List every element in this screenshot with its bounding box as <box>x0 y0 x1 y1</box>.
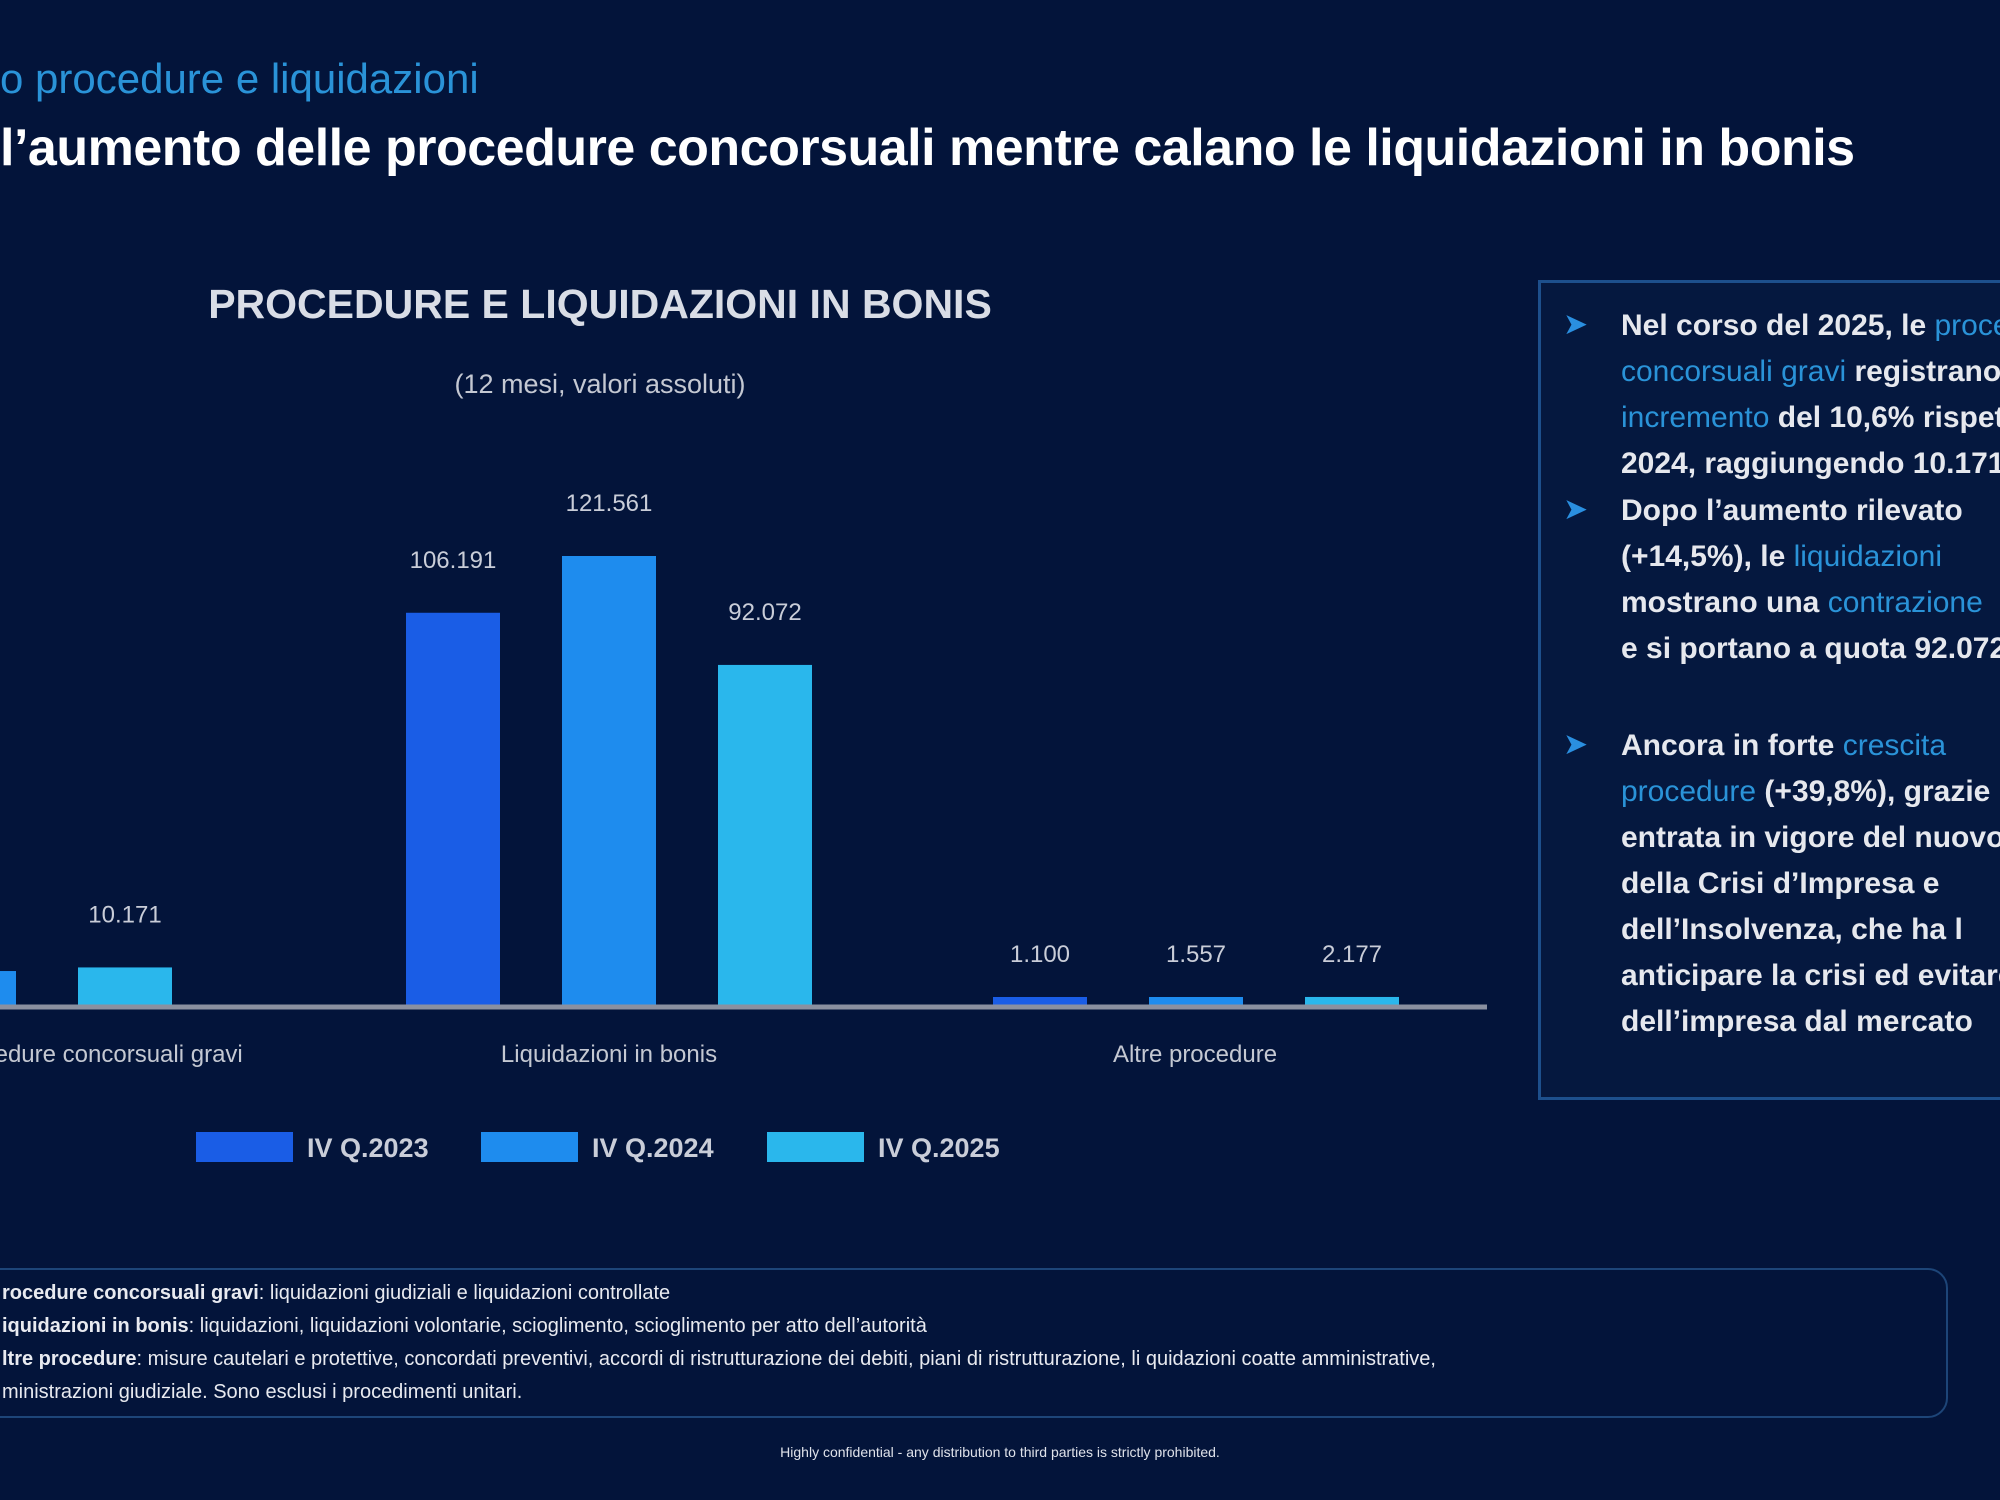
bar <box>1305 996 1399 1005</box>
bar <box>993 997 1087 1005</box>
page-title: l’aumento delle procedure concorsuali me… <box>0 119 1855 177</box>
highlight-text: procedure <box>1621 775 1757 808</box>
bullet-text: Ancora in forte crescita procedure (+39,8… <box>1621 723 2000 1045</box>
category-label: Procedure concorsuali gravi <box>0 1041 243 1068</box>
text: 2024, raggiungendo 10.171 <box>1621 447 2000 480</box>
text: (+14,5%), le <box>1621 540 1794 573</box>
chevron-right-icon: ➤ <box>1563 728 1589 761</box>
footnote-definition: : liquidazioni, liquidazioni volontarie,… <box>188 1315 927 1337</box>
legend-swatch <box>481 1132 578 1162</box>
legend-swatch <box>196 1132 293 1162</box>
legend-swatch <box>767 1132 864 1162</box>
footnote-definition: ministrazioni giudiziale. Sono esclusi i… <box>2 1381 523 1403</box>
category-label: Altre procedure <box>1113 1041 1277 1068</box>
chevron-right-icon: ➤ <box>1563 493 1589 526</box>
text: del 10,6% rispetto al <box>1777 401 2000 434</box>
data-label: 1.557 <box>1166 941 1226 968</box>
footnote-term: ltre procedure <box>2 1348 137 1370</box>
bar <box>406 612 500 1005</box>
bar <box>1149 997 1243 1005</box>
text: (+39,8%), grazie <box>1756 775 1991 808</box>
text: dell’Insolvenza, che ha l <box>1621 913 1963 946</box>
highlight-text: concorsuali gravi <box>1621 355 1847 388</box>
data-label: 92.072 <box>728 599 801 626</box>
footnote-definition: : misure cautelari e protettive, concord… <box>136 1348 1436 1370</box>
data-label: 10.171 <box>88 901 161 928</box>
highlight-text: contrazione <box>1827 586 1983 619</box>
text: anticipare la crisi ed evitare <box>1621 959 2000 992</box>
bullet-text: Dopo l’aumento rilevato (+14,5%), le liqu… <box>1621 488 2000 672</box>
text: entrata in vigore del nuovo <box>1621 821 2000 854</box>
footnotes-box: rocedure concorsuali gravi: liquidazioni… <box>0 1268 1948 1418</box>
highlight-text: liquidazioni <box>1793 540 1943 573</box>
highlight-text: procedure <box>1934 309 2000 342</box>
footnote-term: iquidazioni in bonis <box>2 1315 189 1337</box>
data-label: 106.191 <box>410 547 497 574</box>
chart-subtitle: (12 mesi, valori assoluti) <box>454 369 745 399</box>
text: registrano un <box>1854 355 2000 388</box>
text: Nel corso del 2025, le <box>1621 309 1935 342</box>
footnote-line: ministrazioni giudiziale. Sono esclusi i… <box>2 1381 522 1404</box>
chart-title: PROCEDURE E LIQUIDAZIONI IN BONIS <box>208 281 992 327</box>
text: dell’impresa dal mercato <box>1621 1005 1973 1038</box>
category-label: Liquidazioni in bonis <box>501 1041 717 1068</box>
bullet-text: Nel corso del 2025, le procedure concorsu… <box>1621 303 2000 487</box>
text: della Crisi d’Impresa e <box>1621 867 1940 900</box>
legend-label: IV Q.2023 <box>307 1133 429 1163</box>
bar-chart: PROCEDURE E LIQUIDAZIONI IN BONIS (12 me… <box>0 281 1487 1163</box>
text: Ancora in forte <box>1621 729 1843 762</box>
footnote-term: rocedure concorsuali gravi <box>2 1282 259 1304</box>
highlight-text: incremento <box>1621 401 1770 434</box>
text: e si portano a quota 92.072 <box>1621 632 2000 665</box>
legend-label: IV Q.2025 <box>878 1133 1000 1163</box>
bar <box>562 556 656 1005</box>
bar <box>718 664 812 1005</box>
data-label: 2.177 <box>1322 941 1382 968</box>
footnote-line: ltre procedure: misure cautelari e prote… <box>2 1348 1436 1371</box>
data-label: 1.100 <box>1010 941 1070 968</box>
text: Dopo l’aumento rilevato <box>1621 494 1963 527</box>
bar <box>0 971 16 1005</box>
commentary-panel: ➤ Nel corso del 2025, le procedure concors… <box>1538 280 2000 1100</box>
bar <box>78 967 172 1005</box>
data-label: 121.561 <box>566 490 653 517</box>
text: mostrano una <box>1621 586 1828 619</box>
chevron-right-icon: ➤ <box>1563 308 1589 341</box>
confidentiality-notice: Highly confidential - any distribution t… <box>780 1444 1220 1460</box>
section-subtitle: o procedure e liquidazioni <box>0 55 479 102</box>
highlight-text: crescita <box>1842 729 1947 762</box>
footnote-definition: : liquidazioni giudiziali e liquidazioni… <box>258 1282 671 1304</box>
footnote-line: rocedure concorsuali gravi: liquidazioni… <box>2 1282 670 1305</box>
legend-label: IV Q.2024 <box>592 1133 714 1163</box>
footnote-line: iquidazioni in bonis: liquidazioni, liqu… <box>2 1315 927 1338</box>
